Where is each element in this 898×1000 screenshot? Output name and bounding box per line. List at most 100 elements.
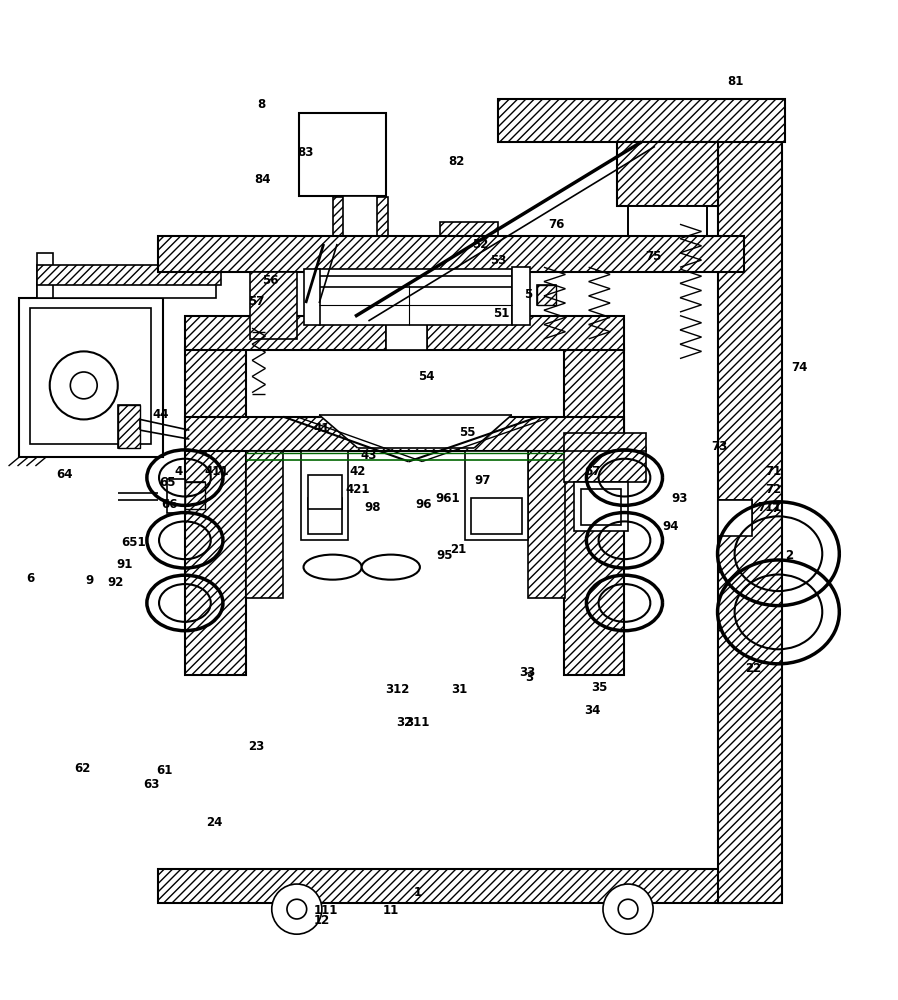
Text: 84: 84	[254, 173, 271, 186]
Text: 54: 54	[418, 370, 435, 383]
Text: 4: 4	[174, 465, 183, 478]
Text: 44: 44	[153, 408, 169, 421]
Circle shape	[603, 884, 653, 934]
Bar	[30, 308, 151, 444]
Bar	[427, 262, 479, 296]
Bar	[185, 482, 205, 509]
Bar	[332, 197, 388, 242]
Bar	[185, 417, 623, 451]
Bar	[343, 196, 377, 242]
Bar	[319, 269, 512, 276]
Circle shape	[618, 899, 638, 919]
Bar	[440, 222, 498, 258]
Text: 91: 91	[117, 558, 133, 571]
Text: 1: 1	[414, 886, 422, 899]
Bar	[246, 351, 564, 672]
Bar	[251, 272, 297, 339]
Bar	[37, 282, 216, 298]
Text: 411: 411	[204, 465, 228, 478]
Text: 97: 97	[475, 474, 491, 487]
Text: 421: 421	[346, 483, 370, 496]
Text: 22: 22	[745, 662, 762, 675]
Text: 51: 51	[493, 307, 509, 320]
Bar	[628, 206, 707, 267]
Bar	[118, 405, 140, 448]
Text: 82: 82	[448, 155, 464, 168]
Bar	[528, 451, 566, 598]
Text: 52: 52	[472, 238, 489, 251]
Text: 11: 11	[383, 904, 399, 917]
Text: 57: 57	[249, 295, 265, 308]
Text: 92: 92	[108, 576, 124, 589]
Bar	[498, 99, 785, 142]
Text: 312: 312	[385, 683, 409, 696]
Bar	[386, 300, 427, 350]
Circle shape	[272, 884, 321, 934]
Bar	[471, 498, 522, 534]
Bar	[628, 206, 707, 267]
Text: 111: 111	[313, 904, 338, 917]
Text: 42: 42	[349, 465, 365, 478]
Bar	[582, 489, 621, 525]
Bar	[302, 451, 348, 540]
Bar	[185, 348, 246, 675]
Bar	[167, 479, 185, 513]
Text: 24: 24	[207, 816, 223, 829]
Bar	[37, 253, 53, 298]
Bar	[433, 256, 472, 303]
Text: 96: 96	[416, 498, 432, 511]
Text: 41: 41	[313, 422, 330, 435]
Text: 21: 21	[450, 543, 466, 556]
Bar	[404, 239, 474, 276]
Bar	[512, 267, 530, 325]
Text: 35: 35	[591, 681, 608, 694]
Text: 651: 651	[121, 536, 146, 549]
Text: 93: 93	[672, 492, 688, 505]
Bar	[319, 285, 512, 325]
Bar	[19, 298, 163, 457]
Bar	[185, 482, 205, 509]
Bar	[537, 285, 557, 305]
Ellipse shape	[362, 555, 420, 580]
Bar	[185, 316, 623, 350]
Text: 7: 7	[771, 502, 779, 515]
Bar	[564, 433, 646, 451]
Text: 61: 61	[156, 764, 172, 777]
Text: 66: 66	[162, 498, 178, 511]
Text: 73: 73	[711, 440, 727, 453]
Circle shape	[287, 899, 306, 919]
Text: 71: 71	[765, 465, 781, 478]
Text: 34: 34	[584, 704, 601, 717]
Text: 55: 55	[459, 426, 475, 439]
Bar	[307, 498, 341, 534]
Text: 74: 74	[792, 361, 808, 374]
Text: 95: 95	[436, 549, 453, 562]
Circle shape	[49, 351, 118, 419]
Text: 56: 56	[261, 274, 278, 287]
Bar	[246, 451, 284, 598]
Bar	[575, 482, 628, 531]
Text: 75: 75	[645, 250, 661, 263]
Text: 43: 43	[360, 449, 376, 462]
Text: 64: 64	[56, 468, 73, 481]
Text: 961: 961	[435, 492, 460, 505]
Bar	[718, 133, 782, 903]
Text: 311: 311	[406, 716, 430, 729]
Bar	[718, 500, 752, 518]
Bar	[718, 513, 752, 530]
Text: 23: 23	[249, 740, 265, 753]
Bar	[37, 265, 221, 285]
Bar	[564, 348, 624, 675]
Ellipse shape	[304, 555, 362, 580]
Bar	[386, 300, 427, 350]
Text: 9: 9	[85, 574, 93, 587]
Text: 65: 65	[159, 476, 175, 489]
Bar	[404, 239, 474, 276]
Bar	[339, 239, 383, 267]
Bar	[465, 451, 528, 540]
Bar	[617, 142, 718, 206]
Bar	[307, 475, 341, 509]
Text: 62: 62	[74, 762, 90, 775]
Bar	[118, 405, 140, 448]
Text: 31: 31	[452, 683, 468, 696]
